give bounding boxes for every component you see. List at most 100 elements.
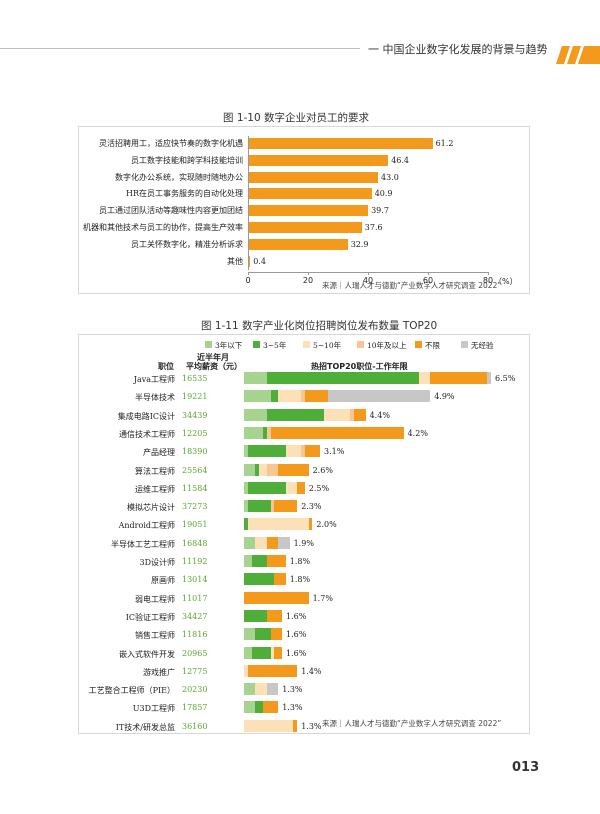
stacked-bar-segment	[304, 445, 320, 458]
stacked-bar-segment	[308, 518, 313, 531]
stacked-bar-segment	[285, 445, 301, 458]
figure1-bar	[249, 222, 362, 233]
role-label: 算法工程师	[135, 466, 175, 476]
legend-label: 3~5年	[263, 341, 287, 350]
row-total-label: 1.6%	[286, 630, 307, 640]
figure1-bar	[249, 255, 251, 267]
role-label: 3D设计师	[139, 558, 175, 567]
stacked-bar-segment	[266, 609, 282, 622]
legend-swatch	[461, 341, 468, 348]
figure1-value-label: 0.4	[253, 256, 266, 266]
figure1-bar	[249, 238, 348, 250]
stacked-bar-segment	[350, 408, 355, 421]
header-rule	[0, 48, 360, 49]
stacked-bar-segment	[244, 701, 256, 714]
stacked-bar-segment	[430, 372, 488, 384]
figure1-chart: 灵活招聘用工，适应快节奏的数字化机遇 61.2 员工数字技能和跨学科技能培训 46.4…	[78, 126, 528, 292]
stacked-bar-segment	[244, 481, 248, 494]
role-label: Android工程师	[118, 521, 175, 531]
role-label: 半导体技术	[135, 393, 175, 403]
stacked-bar-segment	[304, 390, 328, 403]
row-total-label: 1.3%	[301, 721, 322, 731]
figure2-title: 图 1-11 数字产业化岗位招聘岗位发布数量 TOP20	[201, 320, 438, 332]
page-number: 013	[512, 760, 540, 775]
figure1-bar	[249, 138, 433, 149]
figure1-value-label: 37.6	[364, 223, 383, 232]
stacked-bar-segment	[244, 536, 256, 549]
figure1-category-label: HR在员工事务服务的自动化处理	[126, 189, 243, 199]
stacked-bar-segment	[247, 481, 286, 494]
stacked-bar-segment	[251, 646, 271, 659]
stacked-bar-segment	[247, 518, 309, 531]
role-label: 模拟芯片设计	[127, 503, 175, 513]
figure1-tick-label: 0	[245, 276, 251, 286]
stacked-bar-segment	[297, 481, 305, 494]
salary-value: 17857	[182, 703, 208, 713]
row-total-label: 1.3%	[282, 685, 303, 695]
col-chart-header: 热招TOP20职位-工作年限	[311, 362, 408, 371]
salary-value: 11192	[182, 557, 208, 566]
col-salary-header-line1: 近半年月	[197, 353, 229, 362]
figure1-category-label: 机器和其他技术与员工的协作，提高生产效率	[83, 223, 243, 232]
stacked-bar-segment	[270, 426, 404, 439]
stacked-bar-segment	[251, 555, 267, 567]
role-label: 弱电工程师	[135, 594, 175, 604]
stacked-bar-segment	[266, 408, 324, 421]
row-total-label: 1.9%	[293, 538, 314, 548]
role-label: 游戏推广	[143, 667, 175, 677]
stacked-bar-segment	[255, 701, 263, 714]
figure1-category-label: 数字化办公系统，实现随时随地办公	[115, 172, 243, 182]
salary-value: 36160	[182, 721, 208, 731]
role-label: IC验证工程师	[125, 612, 175, 622]
stacked-bar-segment	[270, 500, 275, 513]
salary-value: 11816	[182, 630, 208, 640]
row-total-label: 1.7%	[312, 593, 333, 603]
figure1-value-label: 39.7	[371, 206, 389, 216]
stacked-bar-segment	[244, 463, 256, 476]
salary-value: 20230	[182, 685, 208, 695]
stacked-bar-segment	[244, 445, 248, 458]
figure1-category-label: 员工数字技能和跨学科技能培训	[131, 155, 243, 165]
role-label: Java工程师	[133, 375, 175, 384]
col-salary-header-line2: 平均薪资（元）	[186, 362, 242, 371]
stacked-bar-segment	[255, 628, 271, 641]
stacked-bar-segment	[244, 372, 267, 384]
stacked-bar-segment	[244, 609, 267, 622]
role-label: 通信技术工程师	[119, 429, 175, 439]
stacked-bar-segment	[255, 536, 267, 549]
stacked-bar-segment	[266, 372, 419, 384]
figure1-tick-mark	[308, 272, 309, 276]
legend-swatch	[303, 341, 310, 348]
stacked-bar-segment	[301, 390, 305, 403]
row-total-label: 1.8%	[289, 575, 311, 585]
stacked-bar-segment	[244, 683, 256, 696]
figure1-tick-mark	[428, 272, 429, 276]
stacked-bar-segment	[247, 664, 298, 677]
stacked-bar-segment	[244, 719, 294, 732]
figure1-tick-label: 40	[362, 276, 374, 286]
role-label: 运维工程师	[135, 484, 175, 494]
stacked-bar-segment	[263, 426, 267, 439]
salary-value: 13014	[182, 575, 208, 585]
role-label: 原画师	[151, 576, 175, 586]
row-total-label: 1.6%	[286, 648, 307, 658]
salary-value: 16535	[182, 374, 208, 383]
figure1-value-label: 61.2	[435, 139, 454, 148]
legend-swatch	[357, 341, 364, 348]
row-total-label: 4.2%	[407, 428, 428, 438]
stacked-bar-segment	[278, 463, 309, 476]
stacked-bar-segment	[418, 372, 431, 384]
stacked-bar-segment	[244, 664, 248, 677]
figure1-y-axis	[248, 136, 249, 271]
salary-value: 12775	[182, 666, 208, 676]
legend-label: 不限	[425, 341, 440, 350]
salary-value: 18390	[182, 447, 208, 457]
stacked-bar-segment	[255, 683, 267, 696]
salary-value: 34427	[182, 611, 208, 621]
salary-value: 12205	[182, 428, 208, 438]
col-role-header: 职位	[158, 362, 174, 371]
figure2-chart: Java工程师 16535 6.5% 半导体技术 19221 4.9% 集成电路IC设计 34…	[78, 334, 528, 732]
figure1-tick-label: 80	[482, 276, 494, 286]
role-label: 集成电路IC设计	[117, 411, 175, 421]
stacked-bar-segment	[244, 426, 263, 439]
